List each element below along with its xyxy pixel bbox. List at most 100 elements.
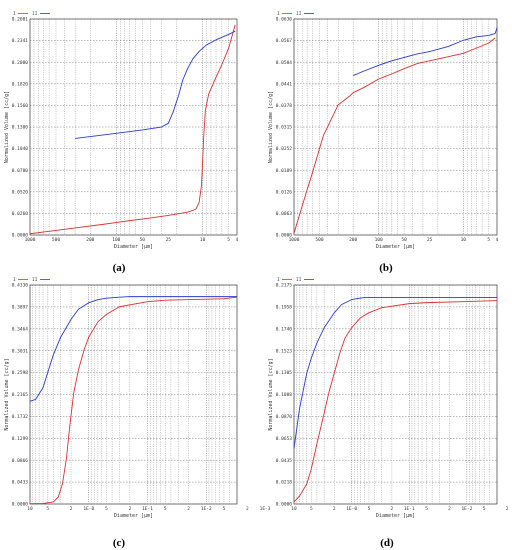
x-tick-label: 200 [86, 237, 94, 243]
x-tick-label: 5 [223, 506, 226, 512]
legend-label: II [296, 277, 302, 283]
legend-label: I [277, 277, 280, 283]
legend-label: I [13, 11, 16, 17]
y-tick-label: 0.0520 [12, 189, 29, 195]
legend-label: II [32, 11, 38, 17]
legend-label: I [13, 277, 16, 283]
y-tick-label: 0.2175 [276, 283, 293, 289]
x-tick-label: 10 [27, 506, 33, 512]
x-tick-label: 5 [310, 506, 313, 512]
x-tick-label: 2 [128, 506, 131, 512]
panel-caption: (d) [380, 537, 394, 549]
x-tick-label: 1000 [289, 237, 300, 243]
x-tick-label: 5 [227, 237, 230, 243]
y-tick-label: 0.0378 [276, 103, 293, 109]
x-tick-label: 1E-2 [201, 506, 212, 512]
legend: I II [277, 277, 314, 283]
x-axis-title: Diameter [µm] [114, 244, 153, 250]
y-tick-label: 0.0063 [276, 211, 293, 217]
y-tick-label: 0.1299 [12, 436, 29, 442]
x-tick-label: 5 [483, 506, 486, 512]
y-tick-label: 0.1820 [12, 81, 29, 87]
y-tick-label: 0.0126 [276, 189, 293, 195]
x-tick-label: 25 [166, 237, 172, 243]
y-tick-label: 0.0315 [276, 125, 293, 131]
y-tick-label: 0.0260 [12, 211, 29, 217]
x-tick-label: 100 [375, 237, 383, 243]
legend: I II [13, 11, 50, 17]
plot-frame [293, 284, 498, 505]
y-axis-title: Normalized Volume [cc/g] [4, 358, 10, 430]
x-tick-label: 50 [401, 237, 407, 243]
y-tick-label: 0.0189 [276, 168, 293, 174]
x-tick-label: 5 [425, 506, 428, 512]
chart-panel-b: 0.0000 0.0063 0.0126 0.0189 0.0252 0.0315 0.03… [268, 11, 499, 274]
x-tick-label: 2 [246, 506, 249, 512]
x-tick-label: 1E-2 [461, 506, 472, 512]
y-tick-label: 0.1300 [12, 125, 29, 131]
plot-frame [29, 18, 238, 236]
y-tick-label: 0.1088 [276, 392, 293, 398]
series-line-I [293, 37, 496, 234]
y-tick-label: 0.1560 [12, 103, 29, 109]
x-tick-label: 500 [315, 237, 323, 243]
x-tick-label: 4 [496, 237, 499, 243]
y-tick-label: 0.0567 [276, 38, 293, 44]
x-tick-label: 1E-3 [260, 506, 271, 512]
y-tick-label: 0.0630 [276, 17, 293, 23]
series-line-II [75, 30, 236, 139]
y-tick-label: 0.0000 [276, 233, 293, 239]
x-tick-label: 1E-1 [142, 506, 153, 512]
chart-panel-d: 0.0000 0.0218 0.0435 0.0653 0.0870 0.1088 0.13… [268, 277, 509, 549]
x-tick-label: 100 [112, 237, 120, 243]
y-tick-label: 0.0435 [276, 458, 293, 464]
plot-frame [29, 284, 238, 505]
y-tick-label: 0.0000 [12, 233, 29, 239]
x-axis-title: Diameter [µm] [376, 513, 415, 519]
panel-caption: (b) [379, 262, 393, 274]
x-axis-title: Diameter [µm] [376, 244, 415, 250]
legend-label: II [296, 11, 302, 17]
chart-panel-c: 0.0000 0.0433 0.0866 0.1299 0.1732 0.2165 0.25… [4, 277, 271, 549]
panel-caption: (a) [113, 262, 126, 274]
x-tick-label: 10 [200, 237, 206, 243]
x-tick-label: 10 [291, 506, 297, 512]
y-tick-label: 0.1040 [12, 146, 29, 152]
x-tick-label: 2 [448, 506, 451, 512]
x-tick-label: 5 [487, 237, 490, 243]
chart-panel-a: 0.0000 0.0260 0.0520 0.0780 0.1040 0.1300 0.15… [4, 11, 239, 274]
y-tick-label: 0.4330 [12, 283, 29, 289]
series-line-II [352, 27, 498, 76]
x-tick-label: 1E-0 [346, 506, 357, 512]
y-tick-label: 0.0870 [276, 414, 293, 420]
x-tick-label: 1E-0 [83, 506, 94, 512]
x-tick-label: 5 [164, 506, 167, 512]
series-line-I [29, 24, 236, 235]
series-line-II [293, 297, 497, 449]
y-tick-label: 0.2601 [12, 17, 29, 23]
y-tick-label: 0.2165 [12, 392, 29, 398]
x-tick-label: 10 [461, 237, 467, 243]
series-line-I [293, 300, 498, 503]
y-tick-label: 0.0653 [276, 436, 293, 442]
x-tick-label: 5 [46, 506, 49, 512]
x-tick-label: 4 [236, 237, 239, 243]
y-tick-label: 0.0000 [12, 502, 29, 508]
y-axis-title: Normalized Volume [cc/g] [268, 91, 274, 163]
y-tick-label: 0.3464 [12, 326, 29, 332]
x-axis-title: Diameter [µm] [114, 513, 153, 519]
y-tick-label: 0.3897 [12, 305, 29, 311]
x-tick-label: 2 [333, 506, 336, 512]
y-tick-label: 0.1732 [12, 414, 29, 420]
panel-caption: (c) [113, 537, 126, 549]
y-tick-label: 0.0441 [276, 81, 293, 87]
x-tick-label: 2 [391, 506, 394, 512]
plot-frame [293, 18, 498, 236]
y-tick-label: 0.0252 [276, 146, 293, 152]
x-tick-label: 2 [506, 506, 509, 512]
legend: I II [277, 11, 314, 17]
y-tick-label: 0.2080 [12, 60, 29, 66]
y-tick-label: 0.1740 [276, 326, 293, 332]
y-tick-label: 0.0504 [276, 60, 293, 66]
